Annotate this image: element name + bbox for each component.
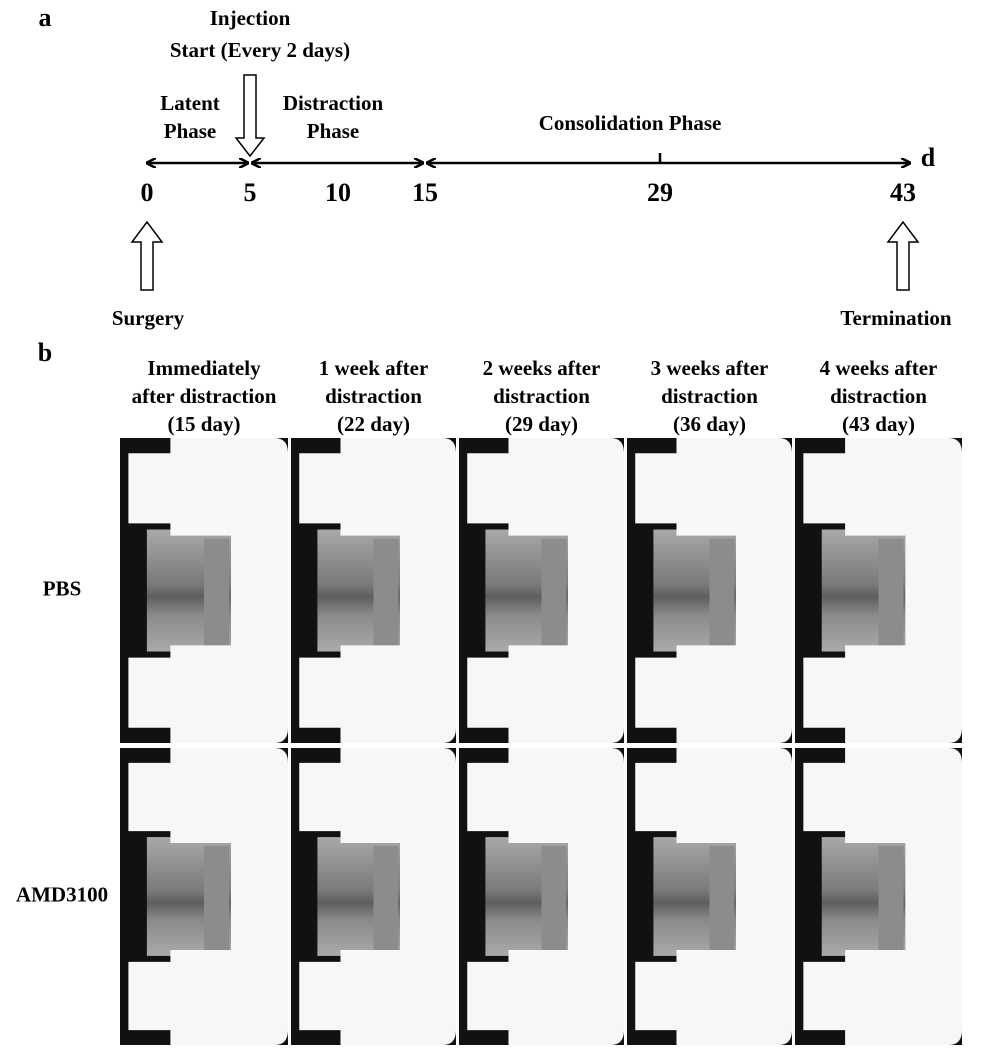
soft-tissue xyxy=(879,846,904,950)
xray-image xyxy=(795,748,962,1045)
phase-label: Latent xyxy=(160,91,220,115)
xray-image xyxy=(459,438,624,743)
tick-label: 0 xyxy=(141,178,154,207)
soft-tissue xyxy=(204,539,229,646)
figure: a Injection Start (Every 2 days) Latent … xyxy=(0,0,982,1049)
tick-label: 10 xyxy=(325,178,351,207)
xray-image xyxy=(627,438,792,743)
injection-label: Start (Every 2 days) xyxy=(170,38,350,62)
event-arrow xyxy=(888,222,918,290)
soft-tissue xyxy=(542,539,567,646)
phase-label: Consolidation Phase xyxy=(539,111,722,135)
column-header: (43 day) xyxy=(842,412,915,436)
xray-image xyxy=(120,748,288,1045)
soft-tissue xyxy=(204,846,229,950)
xray-image xyxy=(795,438,962,743)
phase-label: Distraction xyxy=(283,91,384,115)
xray-image xyxy=(627,748,792,1045)
xray-image xyxy=(120,438,288,743)
event-label: Termination xyxy=(840,306,952,330)
soft-tissue xyxy=(879,539,904,646)
tick-label: 5 xyxy=(244,178,257,207)
column-header: distraction xyxy=(325,384,422,408)
column-header: 2 weeks after xyxy=(483,356,601,380)
row-label: PBS xyxy=(43,576,82,600)
column-header: (22 day) xyxy=(337,412,410,436)
column-header: 1 week after xyxy=(319,356,429,380)
column-header: Immediately xyxy=(147,356,261,380)
column-header: (15 day) xyxy=(168,412,241,436)
soft-tissue xyxy=(374,539,399,646)
event-label: Surgery xyxy=(112,306,185,330)
phase-label: Phase xyxy=(307,119,360,143)
xray-image xyxy=(291,748,456,1045)
xray-image xyxy=(291,438,456,743)
column-header: distraction xyxy=(493,384,590,408)
column-header: (36 day) xyxy=(673,412,746,436)
column-header: after distraction xyxy=(132,384,277,408)
phase-label: Phase xyxy=(164,119,217,143)
column-header: (29 day) xyxy=(505,412,578,436)
timeline xyxy=(147,153,910,163)
column-header: distraction xyxy=(661,384,758,408)
unit-label: d xyxy=(921,143,936,172)
soft-tissue xyxy=(710,539,735,646)
column-header: 4 weeks after xyxy=(820,356,938,380)
soft-tissue xyxy=(710,846,735,950)
event-arrow xyxy=(132,222,162,290)
injection-label: Injection xyxy=(210,6,291,30)
soft-tissue xyxy=(374,846,399,950)
tick-label: 15 xyxy=(412,178,438,207)
column-header: 3 weeks after xyxy=(651,356,769,380)
xray-image xyxy=(459,748,624,1045)
tick-label: 43 xyxy=(890,178,916,207)
panel-label: b xyxy=(38,338,52,367)
soft-tissue xyxy=(542,846,567,950)
injection-arrow xyxy=(236,75,264,156)
column-header: distraction xyxy=(830,384,927,408)
tick-label: 29 xyxy=(647,178,673,207)
panel-label: a xyxy=(39,3,52,32)
row-label: AMD3100 xyxy=(16,882,108,906)
